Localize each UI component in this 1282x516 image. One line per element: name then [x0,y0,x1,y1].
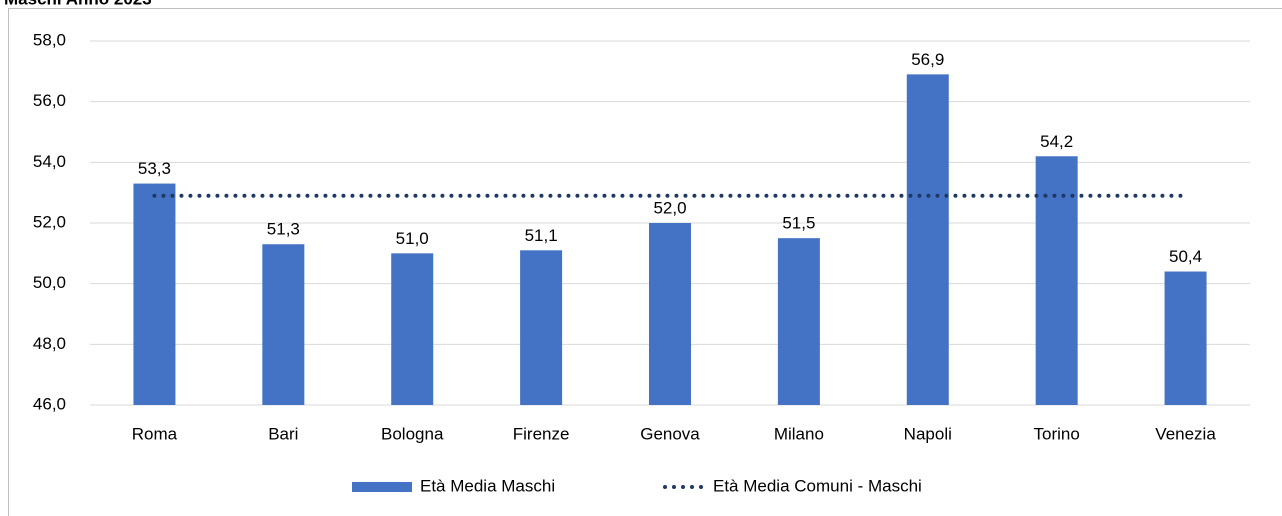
x-tick-label: Napoli [904,424,952,443]
bar [906,74,949,405]
x-tick-label: Firenze [513,424,570,443]
x-tick-label: Milano [774,424,824,443]
y-tick-label: 50,0 [33,273,66,292]
bar [133,183,176,405]
data-label: 51,1 [525,226,558,245]
legend-label: Età Media Comuni - Maschi [713,476,922,495]
bar [262,244,305,405]
bar [1035,156,1078,405]
bar [777,238,820,405]
data-label: 56,9 [911,50,944,69]
bar [520,250,563,405]
data-label: 52,0 [653,198,686,217]
chart-border [8,8,1282,516]
x-tick-label: Torino [1034,424,1080,443]
data-label: 51,3 [267,220,300,239]
x-tick-label: Bari [268,424,298,443]
data-label: 51,5 [782,214,815,233]
bar [1164,271,1207,405]
y-tick-label: 48,0 [33,334,66,353]
data-label: 51,0 [396,229,429,248]
x-tick-label: Roma [132,424,178,443]
legend-swatch [352,482,412,492]
x-tick-label: Genova [640,424,700,443]
y-tick-label: 46,0 [33,394,66,413]
data-label: 50,4 [1169,247,1202,266]
y-tick-label: 54,0 [33,152,66,171]
x-tick-label: Venezia [1155,424,1216,443]
y-tick-label: 58,0 [33,30,66,49]
x-tick-label: Bologna [381,424,444,443]
legend-label: Età Media Maschi [420,476,555,495]
chart-title: Maschi Anno 2023 [4,0,152,8]
bar [649,223,691,405]
y-tick-label: 56,0 [33,91,66,110]
bar [391,253,434,405]
y-tick-label: 52,0 [33,212,66,231]
data-label: 54,2 [1040,132,1073,151]
data-label: 53,3 [138,159,171,178]
